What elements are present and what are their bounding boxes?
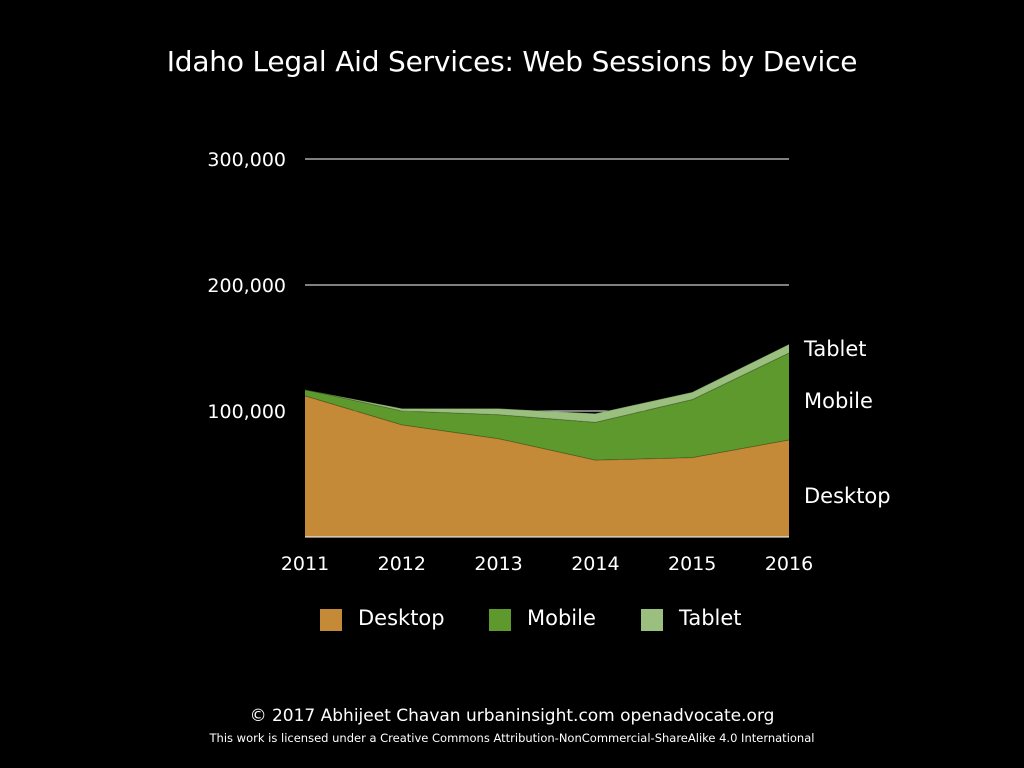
legend-swatch-desktop (320, 609, 342, 631)
x-tick-label: 2015 (668, 553, 716, 575)
legend-swatch-tablet (641, 609, 663, 631)
end-label-mobile: Mobile (804, 389, 873, 413)
legend-label-desktop: Desktop (358, 606, 445, 630)
end-label-tablet: Tablet (803, 337, 867, 361)
footer-license: This work is licensed under a Creative C… (209, 731, 815, 745)
x-tick-label: 2014 (571, 553, 619, 575)
area-desktop (305, 395, 789, 537)
series-edge-mobile (304, 352, 790, 423)
area-tablet (305, 344, 789, 423)
x-tick-label: 2011 (281, 553, 329, 575)
chart-legend: Desktop Mobile Tablet (0, 606, 1024, 636)
series-edge-desktop (304, 395, 790, 461)
end-label-desktop: Desktop (804, 484, 891, 508)
series-edge-tablet (304, 343, 790, 415)
legend-swatch-mobile (489, 609, 511, 631)
footer-copyright: © 2017 Abhijeet Chavan urbaninsight.com … (249, 706, 775, 726)
legend-label-mobile: Mobile (527, 606, 596, 630)
x-tick-label: 2012 (378, 553, 426, 575)
x-tick-label: 2013 (474, 553, 522, 575)
y-tick-label: 200,000 (207, 275, 286, 297)
chart-title: Idaho Legal Aid Services: Web Sessions b… (166, 45, 858, 78)
legend-label-tablet: Tablet (679, 606, 742, 630)
x-tick-label: 2016 (765, 553, 813, 575)
y-tick-label: 100,000 (207, 401, 286, 423)
y-tick-label: 300,000 (207, 149, 286, 171)
area-mobile (305, 353, 789, 461)
